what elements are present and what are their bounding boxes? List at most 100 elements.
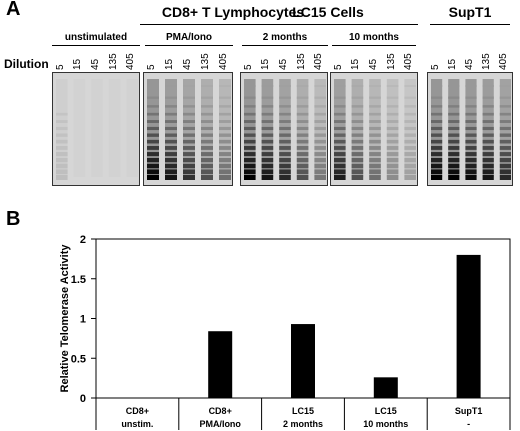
gel-band — [201, 157, 213, 163]
gel-band — [431, 85, 443, 87]
gel-band — [279, 157, 291, 163]
gel-band — [431, 152, 443, 157]
gel-band — [465, 96, 477, 99]
gel-image — [427, 72, 513, 186]
gel-band — [56, 163, 68, 169]
gel-band — [431, 112, 443, 116]
gel-band — [465, 139, 477, 144]
gel-band — [386, 112, 399, 116]
gel-band — [369, 139, 381, 144]
gel-band — [404, 157, 416, 163]
gel-band — [296, 120, 309, 123]
gel-band — [296, 133, 309, 137]
gel-band — [147, 175, 159, 180]
gel-band — [279, 112, 291, 116]
gel-band — [386, 120, 399, 123]
gel-band — [183, 163, 195, 169]
gel-band — [165, 133, 177, 137]
gel-band — [369, 146, 381, 150]
gel-band — [219, 85, 231, 87]
gel-band — [499, 152, 511, 157]
gel-band — [296, 146, 309, 150]
gel-band — [404, 139, 416, 144]
gel-band — [404, 175, 416, 180]
gel-band — [147, 85, 159, 87]
gel-band — [386, 96, 399, 99]
gel-band — [386, 152, 399, 157]
category-label-line1: SupT1 — [455, 406, 483, 416]
gel-band — [448, 175, 460, 180]
category-label-line1: LC15 — [292, 406, 314, 416]
gel-band — [448, 120, 460, 123]
gel-band — [279, 139, 291, 144]
gel-band — [334, 112, 346, 116]
gel-band — [482, 139, 494, 144]
gel-band — [431, 163, 443, 169]
gel-band — [334, 169, 346, 175]
gel-band — [165, 157, 177, 163]
category-label-line1: CD8+ — [126, 406, 149, 416]
gel-band — [465, 120, 477, 123]
y-tick-label: 2 — [80, 234, 86, 246]
gel-band — [183, 146, 195, 150]
gel-band — [261, 112, 274, 116]
condition-label-pma: PMA/Iono — [165, 32, 213, 43]
gel-band — [183, 152, 195, 157]
gel-band — [56, 146, 68, 150]
gel-band — [386, 126, 399, 131]
gel-band — [296, 126, 309, 131]
gel-band — [499, 146, 511, 150]
gel-band — [296, 152, 309, 157]
gel-band — [369, 105, 381, 108]
gel-band — [334, 157, 346, 163]
gel-band — [499, 112, 511, 116]
gel-band — [56, 120, 68, 123]
gel-band — [334, 139, 346, 144]
gel-band — [201, 139, 213, 144]
gel-band — [314, 126, 326, 131]
gel-band — [147, 96, 159, 99]
gel-band — [482, 96, 494, 99]
gel-band — [499, 96, 511, 99]
gel-band — [165, 85, 177, 87]
gel-band — [296, 139, 309, 144]
gel-band — [201, 96, 213, 99]
gel-band — [448, 133, 460, 137]
condition-label-unstimulated: unstimulated — [64, 32, 128, 43]
gel-image — [240, 72, 328, 186]
gel-band — [482, 175, 494, 180]
gel-band — [261, 105, 274, 108]
gel-band — [279, 120, 291, 123]
gel-band — [314, 133, 326, 137]
group-underline-cd8 — [140, 24, 332, 25]
gel-band — [56, 139, 68, 144]
gel-band — [482, 152, 494, 157]
gel-band — [314, 146, 326, 150]
gel-band — [183, 120, 195, 123]
gel-band — [244, 157, 256, 163]
gel-band — [369, 96, 381, 99]
gel-band — [351, 157, 364, 163]
gel-band — [314, 139, 326, 144]
gel-lane — [73, 79, 86, 177]
gel-band — [261, 163, 274, 169]
gel-band — [334, 96, 346, 99]
bar — [456, 254, 481, 398]
gel-image — [330, 72, 418, 186]
gel-band — [404, 133, 416, 137]
gel-band — [261, 157, 274, 163]
gel-band — [386, 163, 399, 169]
gel-band — [404, 96, 416, 99]
gel-band — [165, 96, 177, 99]
gel-band — [482, 133, 494, 137]
gel-band — [351, 112, 364, 116]
gel-band — [279, 133, 291, 137]
gel-band — [482, 163, 494, 169]
condition-underline-unstimulated — [52, 45, 140, 46]
gel-band — [314, 163, 326, 169]
gel-band — [431, 126, 443, 131]
gel-band — [499, 133, 511, 137]
gel-band — [183, 157, 195, 163]
gel-band — [183, 175, 195, 180]
gel-band — [369, 163, 381, 169]
